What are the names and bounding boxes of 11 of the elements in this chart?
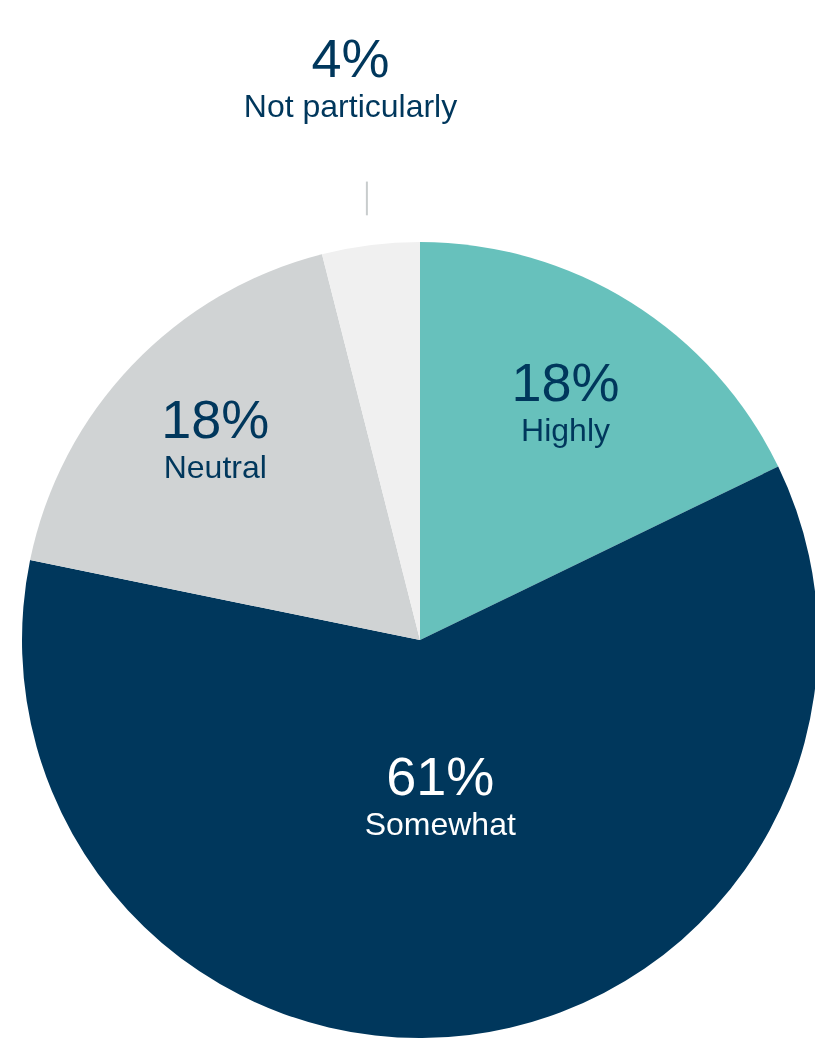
slice-label: Not particularly — [243, 88, 458, 125]
pie-slice — [30, 254, 420, 640]
slice-label: Somewhat — [364, 805, 516, 842]
data-label: 18% — [511, 351, 620, 412]
pie-slice — [420, 242, 779, 640]
pie-slice — [321, 242, 420, 640]
slice-label: Neutral — [163, 448, 267, 485]
slice-label: Highly — [521, 411, 610, 448]
data-label: 4% — [311, 28, 390, 89]
data-label: 61% — [386, 745, 495, 806]
data-label: 18% — [161, 388, 270, 449]
